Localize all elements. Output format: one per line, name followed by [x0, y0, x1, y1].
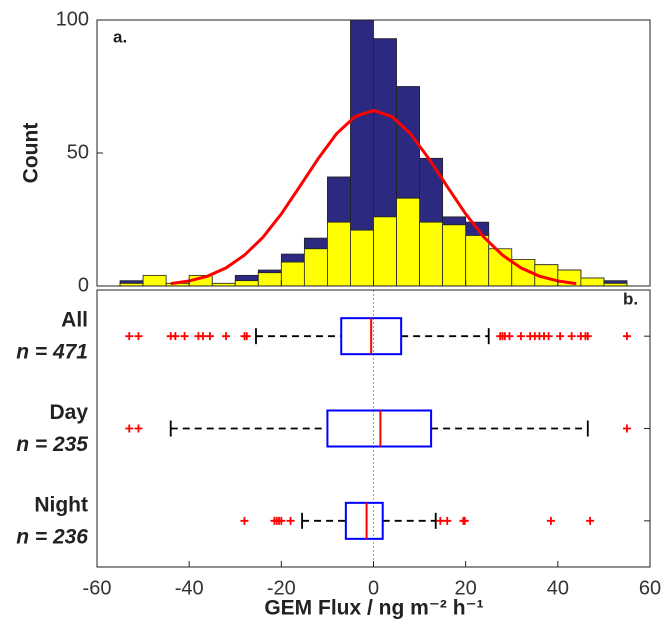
x-tick-label: -60 — [83, 577, 112, 599]
outlier — [222, 332, 231, 341]
outlier — [205, 332, 214, 341]
histogram-bar — [373, 216, 397, 287]
outlier — [505, 332, 514, 341]
outlier — [171, 332, 180, 341]
outlier — [544, 332, 553, 341]
x-tick-label: 40 — [547, 577, 569, 599]
histogram-bar — [419, 221, 444, 287]
histogram-bar — [442, 224, 467, 287]
n-label: n = 471 — [16, 341, 88, 364]
outlier — [286, 516, 295, 525]
histogram-bar — [327, 221, 351, 287]
x-tick-label: -20 — [267, 577, 296, 599]
histogram-bar — [303, 248, 328, 287]
outlier — [198, 332, 207, 341]
category-label: Day — [49, 401, 88, 424]
y-tick-label: 0 — [78, 274, 89, 296]
outlier — [583, 332, 592, 341]
outlier — [622, 332, 631, 341]
histogram-bar — [580, 277, 605, 287]
y-axis-label: Count — [20, 123, 43, 184]
fit-curve — [170, 108, 577, 286]
outlier — [586, 516, 595, 525]
box — [344, 501, 384, 540]
histogram-bar — [350, 229, 374, 287]
outlier — [240, 516, 249, 525]
outlier — [556, 332, 565, 341]
category-label: Night — [34, 493, 88, 516]
outlier — [134, 424, 143, 433]
outlier — [277, 516, 286, 525]
outlier — [125, 424, 134, 433]
outlier — [242, 332, 251, 341]
outlier — [436, 516, 445, 525]
histogram-bar — [257, 272, 282, 287]
histogram-bar — [465, 235, 490, 287]
outlier — [546, 516, 555, 525]
histogram-bar — [396, 197, 420, 287]
outlier — [125, 332, 134, 341]
outlier — [516, 332, 525, 341]
outlier — [180, 332, 189, 341]
y-tick-label: 50 — [67, 141, 89, 163]
box — [326, 409, 433, 448]
x-axis-label: GEM Flux / ng m⁻² h⁻¹ — [264, 597, 483, 620]
category-label: All — [61, 309, 88, 332]
histogram-bar — [142, 274, 167, 287]
axes-box — [96, 289, 651, 568]
outlier — [460, 516, 469, 525]
outlier — [622, 424, 631, 433]
panel-label: a. — [113, 27, 127, 46]
x-tick-label: 60 — [639, 577, 661, 599]
x-tick-label: -40 — [175, 577, 204, 599]
n-label: n = 236 — [16, 525, 88, 548]
histogram-bar — [280, 261, 305, 287]
outlier — [567, 332, 576, 341]
outlier — [134, 332, 143, 341]
outlier — [443, 516, 452, 525]
y-tick-label: 100 — [56, 8, 89, 30]
n-label: n = 235 — [16, 433, 88, 456]
panel-label: b. — [623, 289, 638, 308]
histogram-bar — [234, 280, 259, 287]
x-tick-label: 20 — [455, 577, 477, 599]
x-tick-label: 0 — [368, 577, 379, 599]
